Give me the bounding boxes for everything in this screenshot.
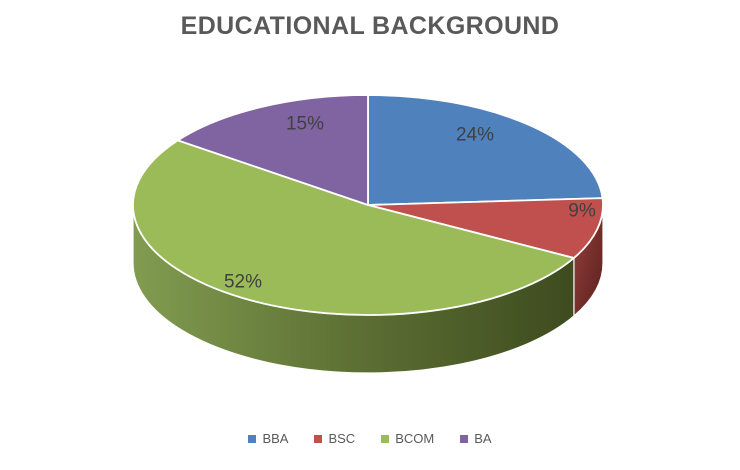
legend-swatch-icon [381, 435, 390, 443]
legend-swatch-icon [460, 435, 469, 443]
legend-label: BSC [328, 431, 356, 446]
legend-label: BCOM [395, 431, 435, 446]
pie-data-label-bsc: 9% [568, 201, 596, 222]
pie-data-label-bba: 24% [456, 125, 494, 146]
legend-item-bsc[interactable]: BSC [314, 430, 355, 448]
legend: BBA BSC BCOM BA [0, 430, 740, 448]
legend-item-bcom[interactable]: BCOM [381, 430, 434, 448]
legend-swatch-icon [248, 435, 257, 443]
pie-data-label-ba: 15% [286, 114, 324, 135]
legend-item-ba[interactable]: BA [460, 430, 492, 448]
pie-slice-bcom[interactable] [132, 139, 575, 316]
legend-swatch-icon [314, 435, 323, 443]
pie-slice-bsc[interactable] [367, 197, 604, 259]
chart-title: EDUCATIONAL BACKGROUND [180, 12, 560, 40]
pie-slice-ba[interactable] [176, 94, 369, 206]
legend-label: BBA [262, 431, 289, 446]
legend-label: BA [474, 431, 492, 446]
pie-slice-bba[interactable] [367, 94, 604, 206]
legend-item-bba[interactable]: BBA [248, 430, 288, 448]
pie-data-label-bcom: 52% [224, 272, 262, 293]
